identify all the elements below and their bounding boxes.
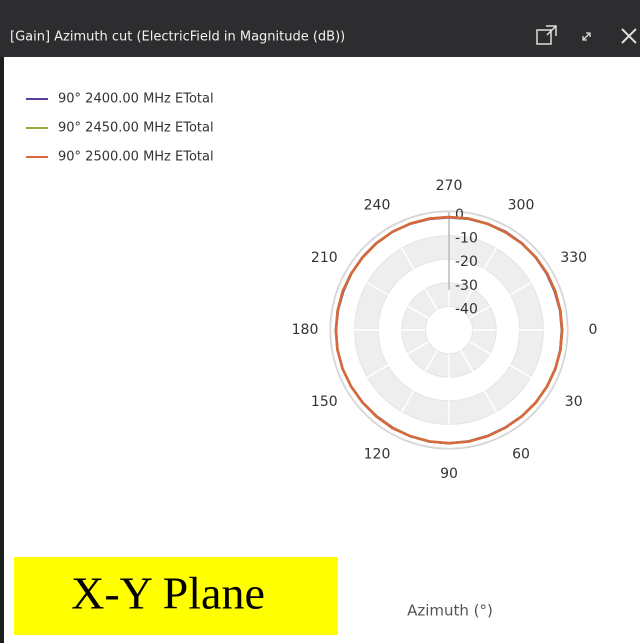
theta-tick-label: 90	[440, 466, 458, 482]
title-bar	[0, 0, 640, 57]
grid-spoke	[346, 270, 429, 319]
r-tick-label: -30	[455, 278, 478, 294]
legend-label: 90° 2500.00 MHz ETotal	[58, 150, 214, 165]
theta-tick-label: 150	[311, 394, 338, 410]
r-tick-label: -20	[455, 254, 478, 270]
theta-tick-label: 60	[512, 447, 530, 463]
close-button[interactable]	[621, 28, 637, 44]
maximize-button[interactable]	[582, 32, 591, 41]
grid-spoke	[389, 350, 438, 433]
theta-tick-label: 30	[565, 394, 583, 410]
axis-label: Azimuth (°)	[407, 602, 493, 620]
theta-tick-label: 330	[560, 250, 587, 266]
grid-spoke	[389, 227, 438, 310]
theta-tick-label: 270	[436, 178, 463, 194]
caption: X-Y Plane	[71, 568, 265, 619]
r-tick-label: 0	[455, 207, 464, 223]
popout-button[interactable]	[536, 25, 557, 45]
grid-spoke	[460, 227, 509, 310]
legend-label: 90° 2450.00 MHz ETotal	[58, 121, 214, 136]
r-tick-label: -40	[455, 301, 478, 317]
theta-tick-label: 300	[508, 197, 535, 213]
r-tick-label: -10	[455, 231, 478, 247]
grid-spoke	[469, 270, 552, 319]
legend-label: 90° 2400.00 MHz ETotal	[58, 92, 214, 107]
series-line	[334, 215, 564, 445]
window-title: [Gain] Azimuth cut (ElectricField in Mag…	[10, 30, 345, 45]
theta-tick-label: 180	[292, 322, 319, 338]
theta-tick-label: 210	[311, 250, 338, 266]
grid-spoke	[460, 350, 509, 433]
grid-spoke	[469, 341, 552, 390]
caption-box	[14, 557, 338, 635]
theta-tick-label: 120	[364, 447, 391, 463]
grid-spoke	[346, 341, 429, 390]
plot: 0 30 60 90 120 150 180 210 240 270 300 330 0 -10 -20 -3…	[26, 92, 598, 482]
theta-tick-label: 240	[364, 197, 391, 213]
theta-tick-label: 0	[589, 322, 598, 338]
